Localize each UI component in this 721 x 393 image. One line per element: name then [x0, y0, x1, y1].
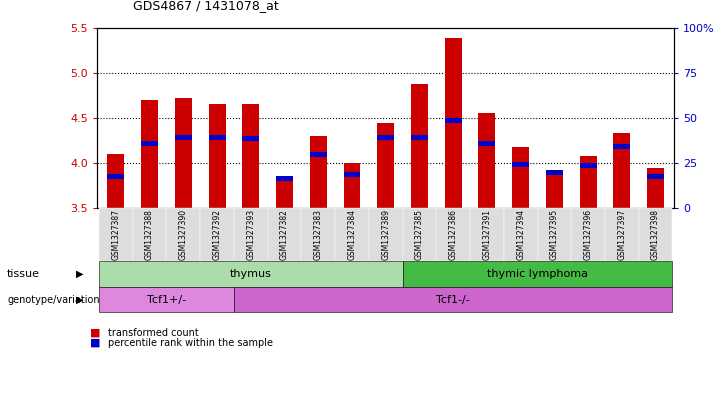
Text: GSM1327395: GSM1327395 — [550, 209, 559, 261]
Bar — [647, 167, 664, 208]
Bar — [512, 147, 529, 208]
Text: GSM1327394: GSM1327394 — [516, 209, 525, 261]
Text: GSM1327391: GSM1327391 — [482, 209, 492, 260]
Bar — [276, 176, 293, 181]
Text: Tcf1+/-: Tcf1+/- — [147, 295, 186, 305]
Bar — [310, 136, 327, 208]
Text: GSM1327393: GSM1327393 — [247, 209, 255, 261]
Text: thymus: thymus — [230, 269, 272, 279]
Text: ▶: ▶ — [76, 295, 83, 305]
Bar — [141, 100, 158, 208]
Text: Tcf1-/-: Tcf1-/- — [436, 295, 470, 305]
Bar — [411, 84, 428, 208]
Bar — [546, 170, 563, 174]
Bar — [344, 163, 360, 208]
Text: GSM1327397: GSM1327397 — [617, 209, 627, 261]
Text: genotype/variation: genotype/variation — [7, 295, 99, 305]
Bar — [242, 104, 260, 208]
Bar — [377, 135, 394, 140]
Text: ▶: ▶ — [76, 269, 83, 279]
Bar — [512, 162, 529, 167]
Bar — [445, 39, 461, 208]
Bar — [377, 123, 394, 208]
Bar — [445, 118, 461, 123]
Text: GSM1327388: GSM1327388 — [145, 209, 154, 260]
Bar — [175, 135, 192, 140]
Bar — [175, 98, 192, 208]
Text: ■: ■ — [90, 338, 101, 348]
Text: GSM1327382: GSM1327382 — [280, 209, 289, 260]
Bar — [107, 154, 124, 208]
Text: GDS4867 / 1431078_at: GDS4867 / 1431078_at — [133, 0, 279, 12]
Text: ■: ■ — [90, 328, 101, 338]
Bar — [614, 144, 630, 149]
Bar — [242, 136, 260, 141]
Bar — [208, 135, 226, 140]
Bar — [141, 141, 158, 146]
Text: GSM1327387: GSM1327387 — [111, 209, 120, 260]
Text: percentile rank within the sample: percentile rank within the sample — [108, 338, 273, 348]
Bar — [208, 104, 226, 208]
Text: thymic lymphoma: thymic lymphoma — [487, 269, 588, 279]
Bar — [411, 135, 428, 140]
Text: GSM1327384: GSM1327384 — [348, 209, 356, 260]
Bar — [580, 156, 596, 208]
Text: GSM1327398: GSM1327398 — [651, 209, 660, 260]
Bar — [479, 141, 495, 146]
Bar — [479, 114, 495, 208]
Bar — [614, 133, 630, 208]
Text: tissue: tissue — [7, 269, 40, 279]
Bar — [580, 163, 596, 168]
Text: GSM1327385: GSM1327385 — [415, 209, 424, 260]
Text: GSM1327392: GSM1327392 — [213, 209, 221, 260]
Text: GSM1327396: GSM1327396 — [583, 209, 593, 261]
Text: GSM1327389: GSM1327389 — [381, 209, 390, 260]
Bar — [276, 178, 293, 208]
Bar — [546, 172, 563, 208]
Bar — [310, 152, 327, 156]
Text: transformed count: transformed count — [108, 328, 199, 338]
Text: GSM1327390: GSM1327390 — [179, 209, 188, 261]
Bar — [344, 173, 360, 177]
Bar — [647, 174, 664, 179]
Text: GSM1327383: GSM1327383 — [314, 209, 323, 260]
Bar — [107, 174, 124, 179]
Text: GSM1327386: GSM1327386 — [448, 209, 458, 260]
